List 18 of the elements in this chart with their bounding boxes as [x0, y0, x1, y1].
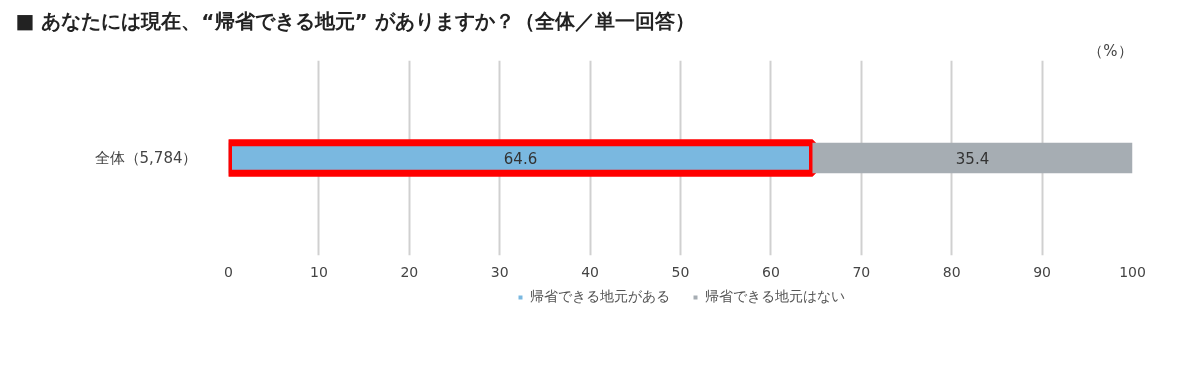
x-tick-label: 70 — [852, 263, 871, 280]
x-tick-label: 10 — [309, 263, 328, 280]
legend-label: 帰省できる地元がある — [530, 288, 670, 306]
x-tick-label: 50 — [671, 263, 690, 280]
x-tick-label: 40 — [581, 263, 600, 280]
chart-title: ■ あなたには現在、“帰省できる地元” がありますか？（全体／単一回答） — [15, 8, 695, 33]
x-tick-label: 0 — [224, 263, 233, 280]
x-tick-label: 80 — [942, 263, 961, 280]
y-tick-label: 全体（5,784） — [94, 149, 198, 167]
x-tick-label: 90 — [1033, 263, 1052, 280]
data-label: 35.4 — [955, 150, 990, 168]
x-tick-label: 100 — [1119, 263, 1146, 280]
text: （%） — [1088, 41, 1133, 60]
x-tick-label: 60 — [761, 263, 780, 280]
x-tick-label: 20 — [400, 263, 419, 280]
legend-label: 帰省できる地元はない — [705, 288, 845, 306]
x-tick-label: 30 — [490, 263, 509, 280]
data-label: 64.6 — [503, 150, 538, 168]
